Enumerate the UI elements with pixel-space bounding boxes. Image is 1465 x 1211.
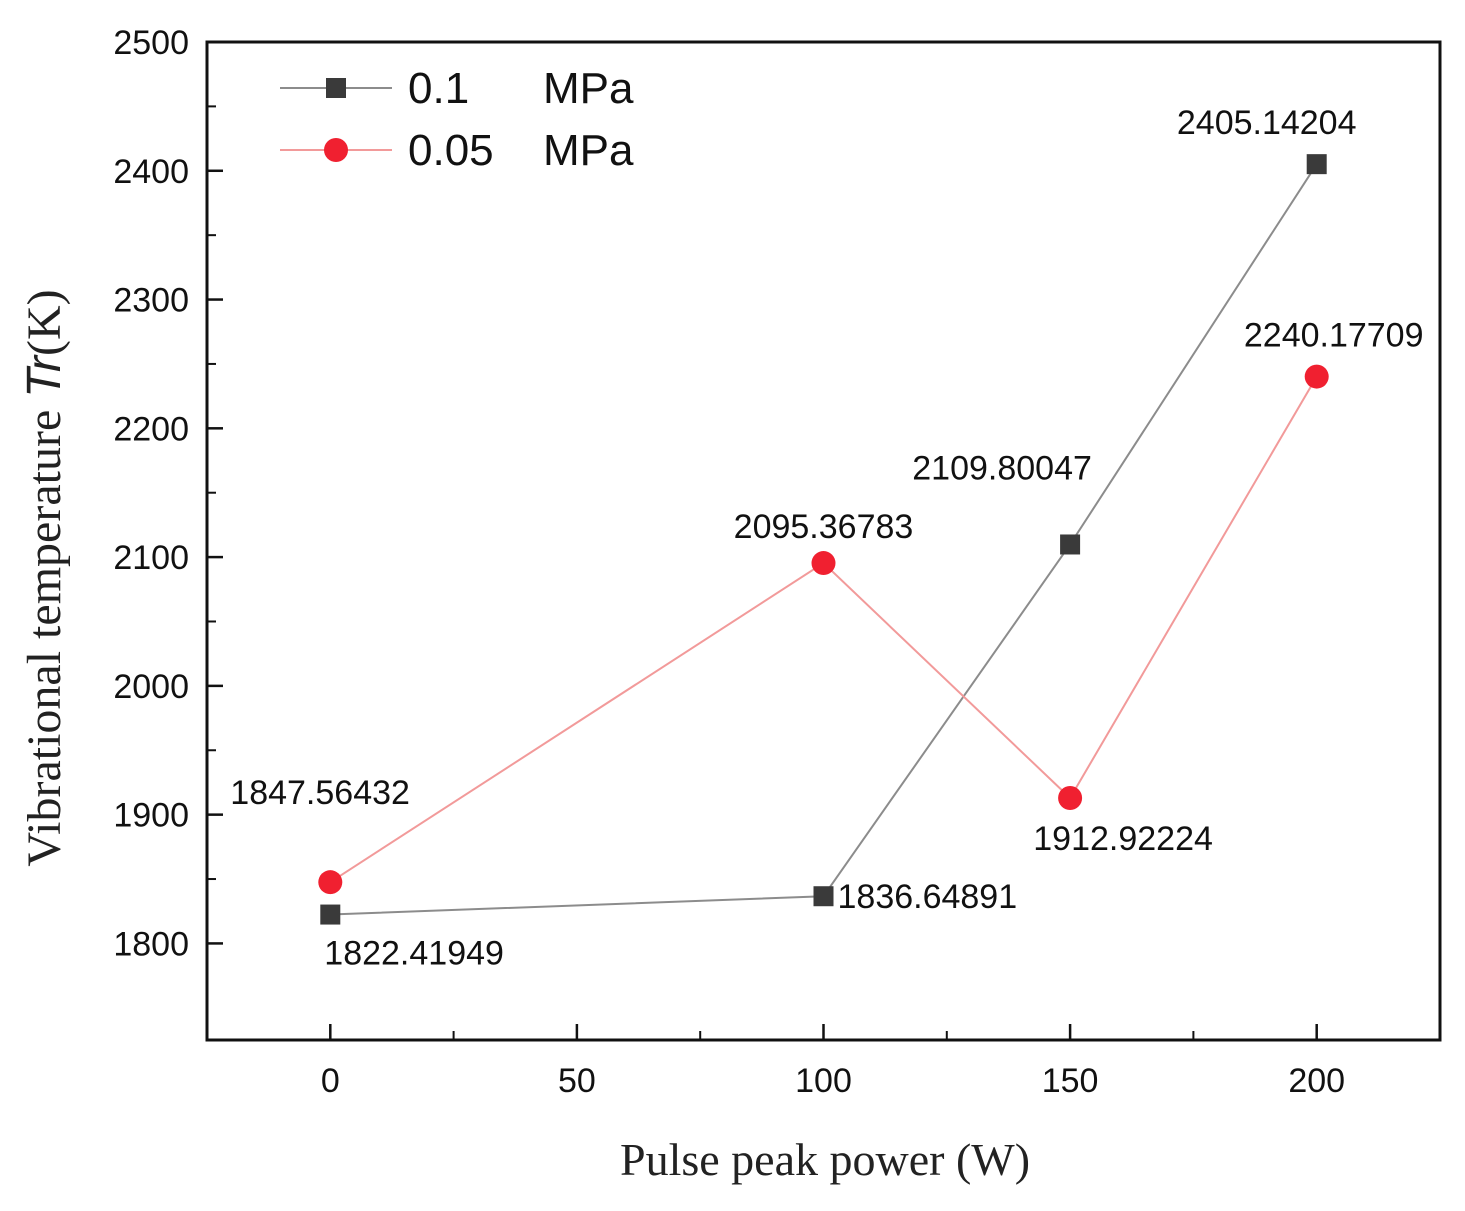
series-lines [329, 163, 1318, 916]
x-axis-title: Pulse peak power (W) [620, 1134, 1030, 1185]
y-tick-label: 2300 [113, 282, 189, 320]
series-2-point [318, 870, 343, 895]
legend-label: 0.05 [408, 126, 494, 175]
data-label: 2240.17709 [1244, 317, 1424, 355]
legend-label: 0.1 [408, 64, 469, 113]
y-tick-label: 2500 [113, 24, 189, 62]
data-labels: 1822.41949 1836.64891 2109.80047 2405.14204… [230, 104, 1423, 972]
series-line-1 [330, 163, 1318, 916]
y-axis-title: Vibrational temperature Tr(K) [18, 289, 71, 866]
x-tick-label: 100 [795, 1062, 852, 1100]
data-label: 1822.41949 [324, 935, 504, 973]
series-2-point [1058, 786, 1083, 811]
data-label: 2405.14204 [1177, 104, 1357, 142]
data-label: 2095.36783 [734, 508, 914, 546]
data-label: 2109.80047 [912, 449, 1092, 487]
x-tick-label: 200 [1288, 1062, 1345, 1100]
series-1-point [1060, 534, 1081, 555]
legend-unit: MPa [543, 126, 634, 175]
y-tick-label: 1800 [113, 925, 189, 963]
y-tick-label: 2100 [113, 539, 189, 577]
y-tick-label: 2400 [113, 153, 189, 191]
series-markers [318, 154, 1329, 925]
data-label: 1847.56432 [230, 774, 410, 812]
data-label: 1836.64891 [838, 878, 1018, 916]
data-label: 1912.92224 [1033, 820, 1213, 858]
y-tick-label: 2200 [113, 410, 189, 448]
x-tick-label: 0 [321, 1062, 340, 1100]
series-1-point [320, 904, 341, 925]
y-tick-label: 2000 [113, 668, 189, 706]
y-axis-title-symbol: Tr [18, 354, 71, 398]
y-tick-label: 1900 [113, 797, 189, 835]
legend-unit: MPa [543, 64, 634, 113]
legend-marker [326, 78, 346, 98]
legend: 0.1 MPa 0.05 MPa [280, 64, 634, 175]
legend-marker [324, 138, 348, 162]
x-tick-label: 150 [1042, 1062, 1099, 1100]
y-axis-title-unit: (K) [18, 289, 71, 356]
series-1-point [813, 886, 834, 907]
plot-area: 0 50 100 150 200 1800 1900 2000 2100 2200 2300 2400… [113, 24, 1442, 1100]
series-2-point [811, 551, 836, 576]
y-axis-title-prefix: Vibrational temperature [18, 398, 71, 867]
series-2-point [1304, 364, 1329, 389]
series-1-point [1306, 154, 1327, 175]
series-line-2 [329, 376, 1318, 884]
x-tick-label: 50 [558, 1062, 596, 1100]
